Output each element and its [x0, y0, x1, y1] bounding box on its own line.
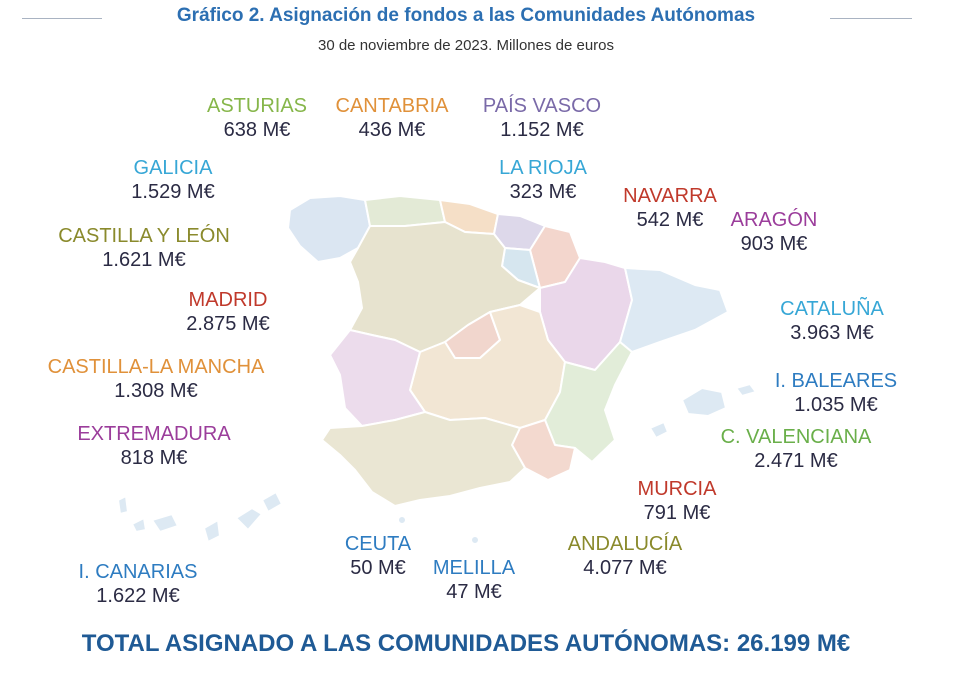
label-pais-vasco: PAÍS VASCO 1.152 M€ — [432, 94, 652, 142]
region-value: 903 M€ — [740, 233, 808, 255]
region-value: 436 M€ — [358, 119, 426, 141]
region-name: C. VALENCIANA — [720, 426, 872, 448]
region-value: 50 M€ — [350, 557, 406, 579]
label-cantabria: CANTABRIA 436 M€ — [282, 94, 502, 142]
region-name: MADRID — [188, 289, 268, 311]
region-name: CANTABRIA — [335, 95, 449, 117]
label-i-baleares: I. BALEARES 1.035 M€ — [726, 369, 946, 417]
label-murcia: MURCIA 791 M€ — [567, 477, 787, 525]
chart-title: Gráfico 2. Asignación de fondos a las Co… — [176, 5, 756, 26]
label-galicia: GALICIA 1.529 M€ — [63, 156, 283, 204]
label-la-rioja: LA RIOJA 323 M€ — [433, 156, 653, 204]
region-name: EXTREMADURA — [77, 423, 231, 445]
label-castilla-la-mancha: CASTILLA-LA MANCHA 1.308 M€ — [46, 355, 266, 403]
region-canarias-2 — [131, 517, 147, 533]
region-value: 1.035 M€ — [794, 394, 878, 416]
region-name: MELILLA — [432, 557, 516, 579]
region-andalucia — [321, 411, 526, 507]
label-asturias: ASTURIAS 638 M€ — [147, 94, 367, 142]
region-melilla — [470, 535, 480, 545]
region-value: 323 M€ — [509, 181, 577, 203]
label-i-canarias: I. CANARIAS 1.622 M€ — [28, 560, 248, 608]
region-value: 1.152 M€ — [500, 119, 584, 141]
region-value: 2.875 M€ — [186, 313, 270, 335]
total-assigned: TOTAL ASIGNADO A LAS COMUNIDADES AUTÓNOM… — [81, 630, 851, 657]
region-value: 1.529 M€ — [131, 181, 215, 203]
region-baleares-menorca — [735, 383, 757, 397]
region-name: GALICIA — [133, 157, 213, 179]
header-rule-left — [22, 18, 102, 19]
region-name: MURCIA — [637, 478, 717, 500]
chart-header: Gráfico 2. Asignación de fondos a las Co… — [0, 0, 959, 60]
region-value: 791 M€ — [643, 502, 711, 524]
region-name: ASTURIAS — [206, 95, 308, 117]
label-madrid: MADRID 2.875 M€ — [118, 288, 338, 336]
region-canarias-1 — [117, 495, 129, 515]
region-value: 1.622 M€ — [96, 585, 180, 607]
region-name: ANDALUCÍA — [567, 533, 683, 555]
region-cataluna — [619, 267, 729, 353]
region-name: CEUTA — [344, 533, 412, 555]
region-name: ARAGÓN — [730, 209, 818, 231]
region-name: I. CANARIAS — [78, 561, 198, 583]
label-c-valenciana: C. VALENCIANA 2.471 M€ — [686, 425, 906, 473]
region-name: CASTILLA Y LEÓN — [58, 225, 230, 247]
chart-subtitle: 30 de noviembre de 2023. Millones de eur… — [317, 37, 615, 54]
region-value: 638 M€ — [223, 119, 291, 141]
region-name: I. BALEARES — [774, 370, 898, 392]
region-value: 818 M€ — [120, 447, 188, 469]
region-ceuta — [397, 515, 407, 525]
label-castilla-y-leon: CASTILLA Y LEÓN 1.621 M€ — [34, 224, 254, 272]
region-value: 47 M€ — [446, 581, 502, 603]
region-value: 542 M€ — [636, 209, 704, 231]
header-rule-right — [830, 18, 912, 19]
label-navarra: NAVARRA 542 M€ — [560, 184, 780, 232]
region-name: CATALUÑA — [780, 298, 884, 320]
region-value: 3.963 M€ — [790, 322, 874, 344]
label-aragon: ARAGÓN 903 M€ — [664, 208, 884, 256]
region-name: LA RIOJA — [499, 157, 587, 179]
label-melilla: MELILLA 47 M€ — [364, 556, 584, 604]
region-value: 2.471 M€ — [754, 450, 838, 472]
region-baleares-ibiza — [649, 421, 669, 439]
region-name: CASTILLA-LA MANCHA — [47, 356, 265, 378]
region-value: 1.308 M€ — [114, 380, 198, 402]
region-canarias-5 — [235, 507, 263, 531]
label-extremadura: EXTREMADURA 818 M€ — [44, 422, 264, 470]
region-canarias-4 — [203, 519, 221, 543]
region-canarias-3 — [151, 513, 179, 533]
label-andalucia: ANDALUCÍA 4.077 M€ — [515, 532, 735, 580]
label-ceuta: CEUTA 50 M€ — [268, 532, 488, 580]
region-value: 4.077 M€ — [583, 557, 667, 579]
region-baleares-mallorca — [681, 387, 727, 417]
region-name: NAVARRA — [623, 185, 717, 207]
region-canarias-6 — [261, 491, 283, 513]
region-name: PAÍS VASCO — [482, 95, 602, 117]
label-cataluna: CATALUÑA 3.963 M€ — [722, 297, 942, 345]
region-value: 1.621 M€ — [102, 249, 186, 271]
